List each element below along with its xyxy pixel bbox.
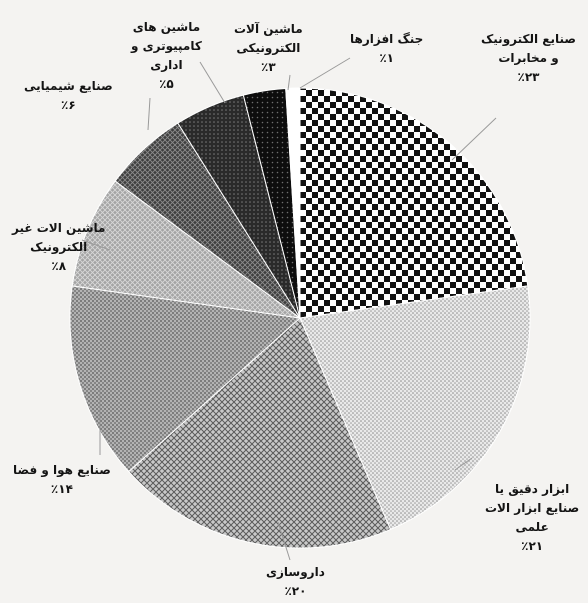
slice-label-line: ماشین آلات	[234, 22, 303, 36]
slice-label: ماشین الات غیر الکترونیک ٪۸	[12, 219, 105, 276]
slice-label-line: داروسازی	[266, 565, 325, 579]
slice-label-line: صنایع هوا و فضا	[13, 463, 111, 477]
leader-line	[81, 239, 111, 251]
slice-label: صنایع هوا و فضا ٪۱۴	[13, 461, 111, 499]
leader-lines	[81, 57, 497, 561]
slice-label: ابزار دقیق یا صنایع ابزار الات علمی ٪۲۱	[485, 480, 579, 556]
pie-slice	[128, 317, 392, 549]
leader-line	[277, 521, 291, 561]
slice-label: صنایع شیمیایی ٪۶	[24, 77, 113, 115]
slice-label-line: الکترونیکی	[236, 41, 301, 55]
slice-percent: ٪۲۱	[521, 539, 544, 553]
slice-percent: ٪۸	[51, 259, 67, 273]
slice-label-line: ماشین های	[132, 20, 201, 34]
slice-label-line: الکترونیک	[30, 240, 88, 254]
slice-percent: ٪۲۳	[517, 70, 540, 84]
slice-label-line: صنایع الکترونیک	[481, 32, 576, 46]
pie-slices	[69, 87, 531, 549]
slice-label: صنایع الکترونیک و مخابرات ٪۲۳	[481, 30, 576, 87]
leader-line	[299, 57, 351, 89]
slice-percent: ٪۶	[61, 98, 76, 112]
slice-percent: ٪۱	[379, 51, 394, 65]
pie-slice	[69, 285, 302, 473]
slice-label-line: ماشین الات غیر	[12, 221, 106, 235]
slice-label-line: اداری	[150, 58, 183, 72]
slice-label-line: جنگ افزارها	[350, 32, 424, 46]
leader-line	[199, 61, 226, 104]
slice-label-line: ابزار دقیق یا	[495, 482, 570, 496]
slice-percent: ٪۵	[159, 77, 174, 91]
slice-percent: ٪۳	[261, 60, 276, 74]
slice-label: ماشین های کامپیوتری و اداری ٪۵	[131, 18, 202, 94]
slice-label: داروسازی ٪۲۰	[266, 563, 325, 601]
slice-label-line: صنایع ابزار الات	[485, 501, 580, 515]
slice-percent: ٪۲۰	[284, 584, 307, 598]
pie-slice	[285, 87, 301, 319]
slice-label-line: صنایع شیمیایی	[24, 79, 113, 93]
slice-label-line: علمی	[515, 520, 549, 534]
slice-label-line: و مخابرات	[498, 51, 559, 65]
slice-label: ماشین آلات الکترونیکی ٪۳	[234, 20, 303, 77]
pie-slice	[71, 180, 301, 319]
slice-percent: ٪۱۴	[50, 482, 73, 496]
slice-label-line: کامپیوتری و	[131, 39, 202, 53]
leader-line	[287, 74, 291, 91]
leader-line	[451, 117, 497, 161]
pie-slice	[299, 285, 531, 531]
leader-line	[147, 97, 151, 131]
slice-label: جنگ افزارها ٪۱	[350, 30, 423, 68]
pie-slice	[299, 87, 529, 319]
leader-line	[454, 457, 473, 471]
